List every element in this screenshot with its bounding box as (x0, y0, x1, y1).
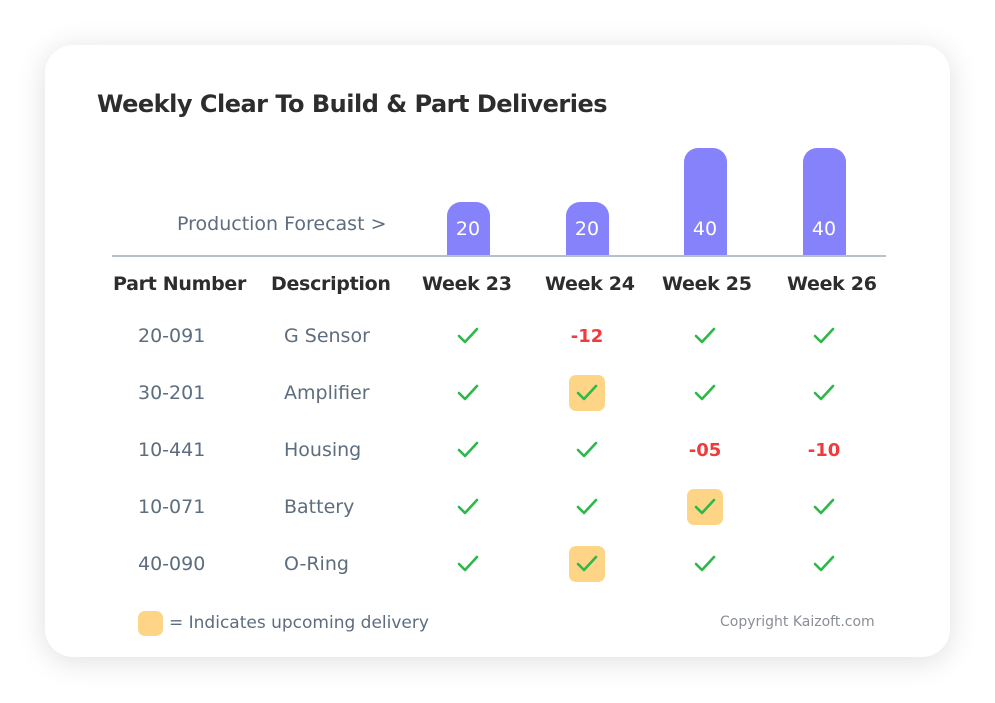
upcoming-delivery-check-icon (687, 489, 723, 525)
check-icon (687, 318, 723, 354)
description: Battery (284, 496, 355, 518)
upcoming-delivery-check-icon (569, 375, 605, 411)
forecast-bar-1: 20 (446, 202, 490, 256)
column-header: Description (271, 273, 391, 295)
upcoming-delivery-check-icon (569, 546, 605, 582)
check-icon (806, 546, 842, 582)
description: Amplifier (284, 382, 370, 404)
check-icon (450, 318, 486, 354)
shortage-value: -12 (570, 325, 604, 347)
description: O-Ring (284, 553, 349, 575)
legend-swatch (138, 611, 163, 636)
forecast-bar-2: 20 (565, 202, 609, 256)
check-icon (450, 489, 486, 525)
description: G Sensor (284, 325, 370, 347)
part-number: 10-441 (138, 439, 206, 461)
card (45, 45, 950, 657)
column-header: Week 25 (662, 273, 752, 295)
check-icon (687, 546, 723, 582)
bar-value-label: 20 (574, 218, 600, 240)
check-icon (450, 546, 486, 582)
column-header: Part Number (113, 273, 247, 295)
check-icon (806, 375, 842, 411)
forecast-bar-3: 40 (683, 148, 727, 256)
part-number: 40-090 (138, 553, 206, 575)
column-header: Week 26 (787, 273, 877, 295)
check-icon (806, 318, 842, 354)
part-number: 10-071 (138, 496, 206, 518)
check-icon (806, 489, 842, 525)
check-icon (569, 432, 605, 468)
part-number: 30-201 (138, 382, 206, 404)
bar-value-label: 40 (811, 218, 837, 240)
shortage-value: -05 (688, 439, 722, 461)
forecast-bar-4: 40 (802, 148, 846, 256)
forecast-label: Production Forecast > (177, 213, 387, 235)
page-title: Weekly Clear To Build & Part Deliveries (97, 90, 608, 118)
copyright: Copyright Kaizoft.com (720, 614, 875, 630)
divider (112, 255, 886, 257)
legend-text: = Indicates upcoming delivery (169, 613, 429, 633)
check-icon (450, 375, 486, 411)
part-number: 20-091 (138, 325, 206, 347)
check-icon (687, 375, 723, 411)
shortage-value: -10 (807, 439, 841, 461)
description: Housing (284, 439, 362, 461)
column-header: Week 24 (545, 273, 635, 295)
check-icon (450, 432, 486, 468)
check-icon (569, 489, 605, 525)
column-header: Week 23 (422, 273, 512, 295)
bar-value-label: 40 (692, 218, 718, 240)
bar-value-label: 20 (455, 218, 481, 240)
